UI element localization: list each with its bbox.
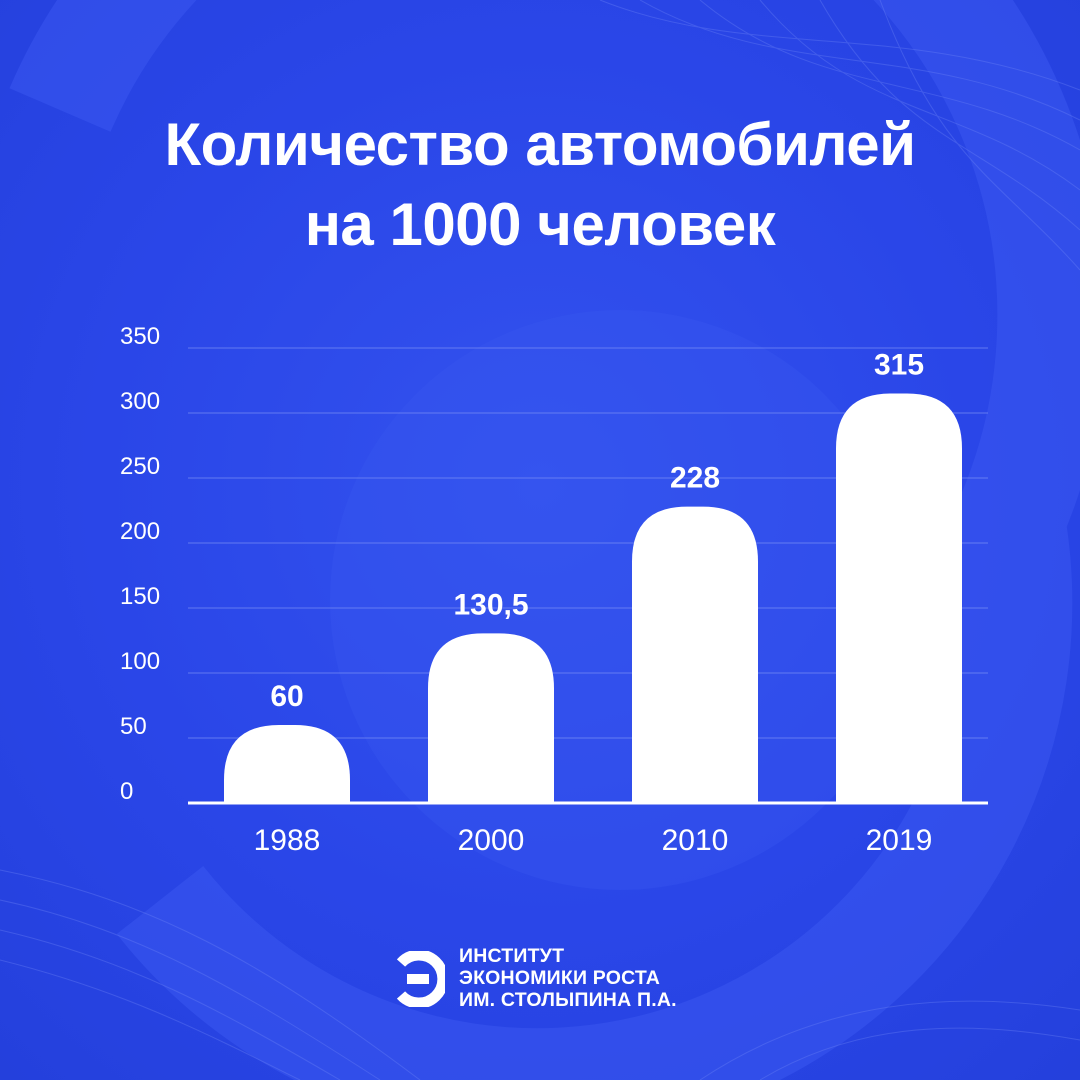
value-label-1988: 60 (270, 680, 303, 713)
category-label-2010: 2010 (662, 824, 729, 857)
institute-name-line-3: ИМ. СТОЛЫПИНА П.А. (459, 989, 677, 1011)
category-label-1988: 1988 (254, 824, 321, 857)
bar-2019 (836, 393, 962, 803)
y-tick-label: 0 (120, 778, 133, 805)
bar-2010 (632, 506, 758, 803)
y-tick-label: 250 (120, 453, 160, 480)
y-tick-label: 300 (120, 388, 160, 415)
bar-1988 (224, 725, 350, 803)
chart-title-line-2: на 1000 человек (304, 191, 776, 258)
bar-2000 (428, 633, 554, 803)
y-tick-label: 200 (120, 518, 160, 545)
institute-name-line-1: ИНСТИТУТ (459, 945, 565, 967)
institute-name: ИНСТИТУТ ЭКОНОМИКИ РОСТА ИМ. СТОЛЫПИНА П… (459, 945, 677, 1011)
y-tick-label: 150 (120, 583, 160, 610)
bar-value-labels: 60 130,5 228 315 (270, 349, 924, 714)
y-tick-label: 100 (120, 648, 160, 675)
chart-bars (224, 393, 962, 803)
y-axis-tick-labels: 0 50 100 150 200 250 300 350 (120, 323, 160, 805)
value-label-2000: 130,5 (453, 588, 528, 621)
x-axis-category-labels: 1988 2000 2010 2019 (254, 824, 933, 857)
value-label-2019: 315 (874, 349, 924, 382)
y-tick-label: 350 (120, 323, 160, 350)
category-label-2019: 2019 (866, 824, 933, 857)
chart-title-line-1: Количество автомобилей (164, 111, 916, 178)
institute-name-line-2: ЭКОНОМИКИ РОСТА (459, 967, 661, 989)
institute-logo: ИНСТИТУТ ЭКОНОМИКИ РОСТА ИМ. СТОЛЫПИНА П… (393, 945, 693, 1025)
y-tick-label: 50 (120, 713, 147, 740)
category-label-2000: 2000 (458, 824, 525, 857)
letter-e-logo-icon (396, 951, 445, 1007)
value-label-2010: 228 (670, 462, 720, 495)
